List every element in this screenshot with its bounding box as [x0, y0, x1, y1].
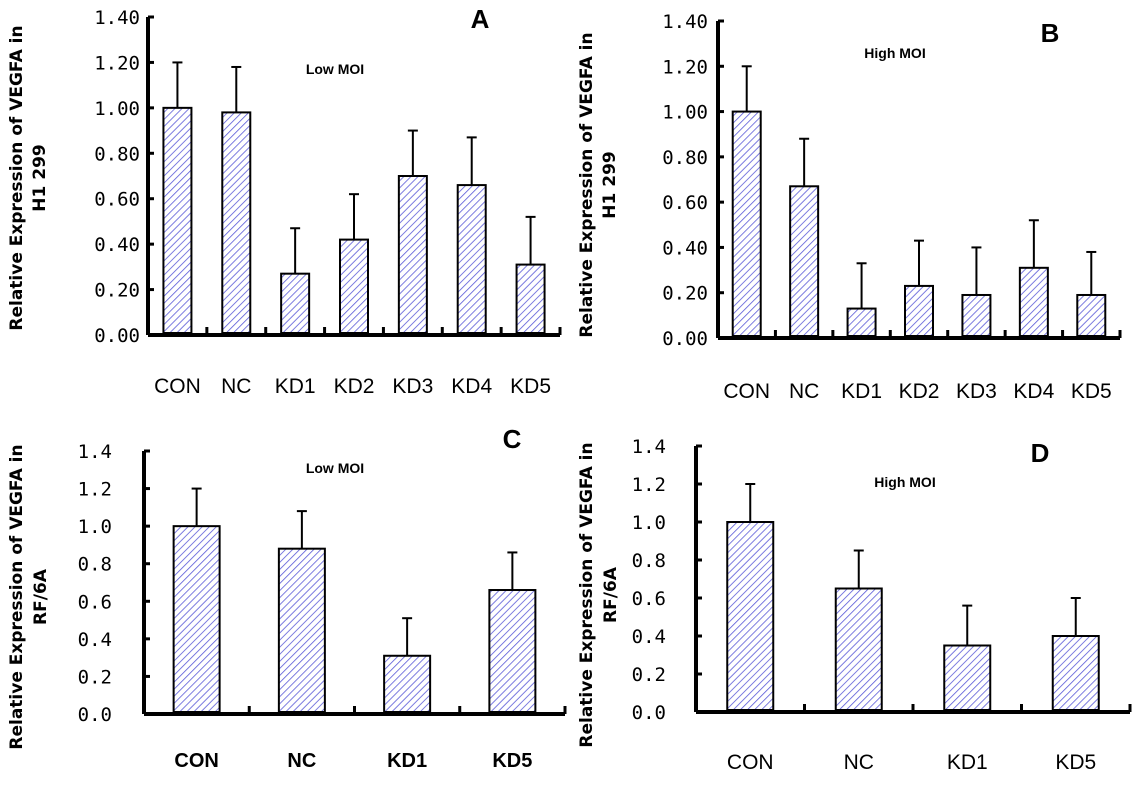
bar-kd5 [1051, 635, 1100, 711]
y-tick-label: 0.80 [662, 147, 708, 169]
y-axis-label-line2: H1 299 [600, 151, 620, 218]
x-tick-label: KD5 [510, 375, 551, 398]
x-tick-label: NC [287, 750, 316, 772]
x-tick-label: NC [789, 380, 819, 403]
bar-kd3 [961, 293, 992, 338]
x-tick-label: KD3 [956, 380, 997, 403]
y-tick-label: 1.40 [662, 11, 708, 33]
y-axis-label-line2: RF/6A [31, 568, 51, 625]
y-tick-label: 0.8 [78, 554, 112, 576]
x-tick-label: KD1 [841, 380, 882, 403]
y-axis-label: Relative Expression of VEGFA in [7, 25, 27, 330]
y-tick-label: 1.2 [632, 474, 666, 496]
bar-con [726, 521, 775, 711]
y-tick-label: 0.2 [78, 666, 112, 688]
x-tick-label: CON [723, 380, 770, 403]
x-tick-label: KD1 [275, 375, 316, 398]
y-tick-label: 0.8 [632, 550, 666, 572]
y-tick-label: 0.6 [78, 591, 112, 613]
y-axis-label-line2: H1 299 [30, 144, 50, 211]
bar-kd2 [904, 284, 934, 337]
y-tick-label: 1.00 [94, 98, 140, 120]
y-axis-label-line2: RF/6A [601, 566, 621, 623]
y-axis-label: Relative Expression of VEGFA in [577, 442, 597, 747]
y-axis-label: Relative Expression of VEGFA in [577, 32, 597, 337]
chart-subtitle: Low MOI [306, 61, 364, 77]
x-tick-label: KD5 [1055, 751, 1096, 774]
y-tick-label: 0.0 [78, 704, 112, 726]
panel-label: D [1031, 438, 1050, 468]
panel-label: A [471, 4, 490, 34]
y-tick-label: 0.0 [632, 702, 666, 724]
panel-label: C [503, 424, 522, 454]
y-tick-label: 0.00 [94, 325, 140, 347]
bar-con [162, 106, 193, 334]
y-tick-label: 1.00 [662, 102, 708, 124]
y-tick-label: 1.4 [78, 441, 112, 463]
x-tick-label: KD2 [334, 375, 375, 398]
bar-kd5 [488, 589, 537, 713]
x-tick-label: KD3 [392, 375, 433, 398]
y-tick-label: 1.20 [94, 52, 140, 74]
x-tick-label: KD4 [451, 375, 492, 398]
bar-kd4 [1018, 266, 1049, 337]
y-tick-label: 1.0 [632, 512, 666, 534]
y-tick-label: 1.2 [78, 479, 112, 501]
bar-kd1 [846, 307, 877, 338]
bar-kd4 [456, 184, 487, 334]
y-tick-label: 0.80 [94, 143, 140, 165]
chart-panel-c: 0.0 0.2 0.4 0.6 0.8 1.0 1.2 1.4 CON NC KD1 KD5 Relat… [7, 424, 567, 772]
y-tick-label: 0.2 [632, 664, 666, 686]
chart-panel-a: 0.00 0.20 0.40 0.60 0.80 1.00 1.20 1.40 CON NC KD1… [7, 4, 562, 398]
chart-panel-b: 0.00 0.20 0.40 0.60 0.80 1.00 1.20 1.40 CON NC KD1… [577, 11, 1122, 403]
bar-kd1 [280, 272, 311, 334]
x-tick-label: KD2 [899, 380, 940, 403]
y-tick-label: 0.00 [662, 328, 708, 350]
y-tick-label: 0.20 [662, 283, 708, 305]
y-tick-label: 1.0 [78, 516, 112, 538]
y-tick-label: 0.40 [94, 234, 140, 256]
x-tick-label: CON [154, 375, 201, 398]
chart-subtitle: Low MOI [306, 460, 364, 476]
chart-subtitle: High MOI [874, 474, 935, 490]
chart-panel-d: 0.0 0.2 0.4 0.6 0.8 1.0 1.2 1.4 CON NC KD1 KD5 Relat… [577, 436, 1132, 774]
x-tick-label: KD5 [492, 750, 532, 772]
y-tick-label: 1.20 [662, 56, 708, 78]
x-tick-label: NC [221, 375, 251, 398]
bar-kd2 [339, 238, 369, 335]
bar-nc [789, 185, 820, 337]
bar-kd5 [515, 263, 546, 335]
bar-kd1 [383, 654, 432, 713]
bar-kd3 [397, 175, 428, 334]
bar-nc [834, 587, 883, 711]
y-tick-label: 0.20 [94, 280, 140, 302]
bar-kd1 [943, 644, 992, 711]
bar-nc [221, 111, 252, 335]
x-tick-label: NC [844, 751, 874, 774]
bar-con [731, 110, 762, 337]
x-tick-label: CON [727, 751, 774, 774]
y-tick-label: 0.4 [632, 626, 666, 648]
chart-subtitle: High MOI [864, 45, 925, 61]
x-tick-label: KD4 [1013, 380, 1054, 403]
y-tick-label: 0.6 [632, 588, 666, 610]
bar-con [172, 525, 221, 714]
x-tick-label: KD1 [387, 750, 427, 772]
y-tick-label: 0.4 [78, 629, 112, 651]
y-tick-label: 1.4 [632, 436, 666, 458]
panel-label: B [1041, 18, 1060, 48]
y-tick-label: 0.60 [662, 192, 708, 214]
y-tick-label: 0.40 [662, 237, 708, 259]
y-axis-label: Relative Expression of VEGFA in [7, 444, 27, 749]
x-tick-label: CON [174, 750, 218, 772]
x-tick-label: KD1 [947, 751, 988, 774]
y-tick-label: 0.60 [94, 189, 140, 211]
bar-kd5 [1076, 293, 1107, 338]
y-tick-label: 1.40 [94, 7, 140, 29]
x-tick-label: KD5 [1071, 380, 1112, 403]
bar-nc [277, 547, 326, 714]
